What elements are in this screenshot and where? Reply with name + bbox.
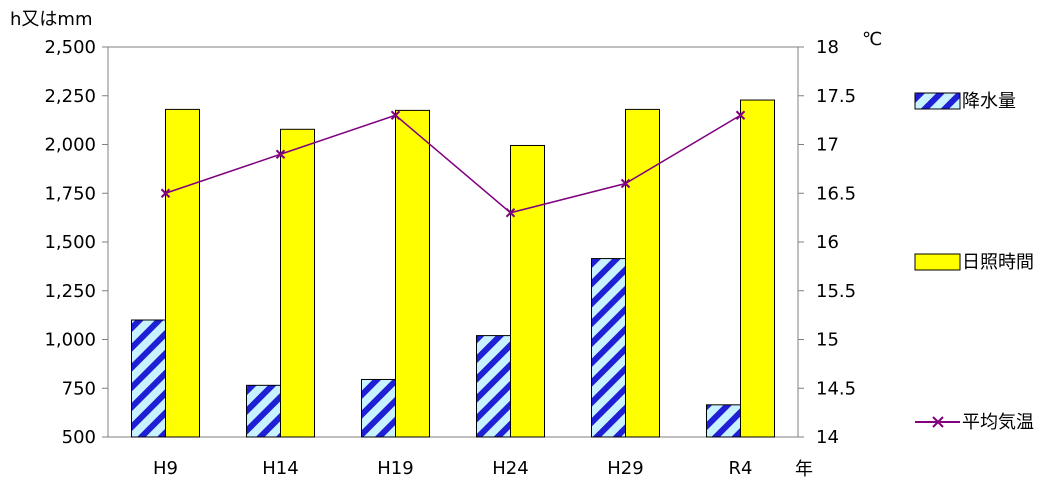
bar-sunshine <box>740 99 775 438</box>
y-right-tick-label: 16 <box>816 232 839 253</box>
y-left-tick-label: 1,250 <box>44 281 96 302</box>
y-right-tick-label: 18 <box>816 37 839 58</box>
y-left-tick-label: 1,000 <box>44 330 96 351</box>
temperature-line <box>160 110 746 218</box>
bar-sunshine <box>165 108 200 438</box>
y-left-tick-label: 1,500 <box>44 232 96 253</box>
x-tick-label: H29 <box>607 458 643 479</box>
x-axis: H9 H14 H19 H24 H29 R4 <box>153 458 752 479</box>
legend-swatch-precipitation <box>914 92 961 110</box>
y-left-tick-label: 500 <box>62 427 96 448</box>
legend-marker-temperature <box>932 416 944 428</box>
legend-item-precipitation: 降水量 <box>914 91 1016 112</box>
temperature-point <box>160 188 171 198</box>
temperature-series-line <box>165 114 741 214</box>
plot-frame <box>107 46 799 438</box>
x-tick-label: R4 <box>729 458 753 479</box>
x-unit-label: 年 <box>795 459 813 480</box>
y-left-tick-label: 2,000 <box>44 135 96 156</box>
x-tick-label: H14 <box>262 458 298 479</box>
bar-precipitation <box>246 384 281 438</box>
y-left-tick-label: 750 <box>62 378 96 399</box>
legend-item-temperature: 平均気温 <box>915 412 1034 433</box>
temperature-point <box>735 110 746 120</box>
y-right-tick-label: 17 <box>816 135 839 156</box>
bar-precipitation <box>131 319 166 438</box>
legend-label-temperature: 平均気温 <box>962 412 1034 433</box>
bar-precipitation <box>591 258 626 438</box>
bars <box>131 99 775 438</box>
y-right-tick-label: 14 <box>816 427 839 448</box>
y-left-unit-label: h又はmm <box>10 9 92 30</box>
bar-sunshine <box>395 109 430 438</box>
x-tick-label: H24 <box>492 458 528 479</box>
temperature-point <box>390 110 401 120</box>
y-right-unit-label: ℃ <box>862 29 882 50</box>
y-right-tick-label: 16.5 <box>816 183 856 204</box>
y-right-axis: 14 14.5 15 15.5 16 16.5 17 17.5 18 <box>798 37 856 448</box>
temperature-point <box>505 208 516 218</box>
bar-precipitation <box>476 335 511 438</box>
temperature-point <box>275 149 286 159</box>
y-left-tick-label: 2,250 <box>44 86 96 107</box>
bar-sunshine <box>510 144 545 438</box>
legend-swatch-sunshine <box>914 253 961 271</box>
bar-sunshine <box>625 108 660 438</box>
legend-label-sunshine: 日照時間 <box>962 252 1034 273</box>
y-right-tick-label: 17.5 <box>816 86 856 107</box>
y-right-tick-label: 14.5 <box>816 378 856 399</box>
bar-sunshine <box>280 128 315 438</box>
x-tick-label: H19 <box>377 458 413 479</box>
bar-precipitation <box>706 404 741 438</box>
bar-precipitation <box>361 378 396 438</box>
temperature-point <box>620 178 631 189</box>
y-left-tick-label: 1,750 <box>44 183 96 204</box>
y-right-tick-label: 15 <box>816 330 839 351</box>
legend-item-sunshine: 日照時間 <box>914 252 1034 273</box>
y-left-tick-label: 2,500 <box>44 37 96 58</box>
legend-label-precipitation: 降水量 <box>962 91 1016 112</box>
y-left-axis: 500 750 1,000 1,250 1,500 1,750 2,000 2,250 2,50… <box>44 37 108 448</box>
legend: 降水量 日照時間 平均気温 <box>914 91 1034 433</box>
x-tick-label: H9 <box>153 458 178 479</box>
y-right-tick-label: 15.5 <box>816 281 856 302</box>
